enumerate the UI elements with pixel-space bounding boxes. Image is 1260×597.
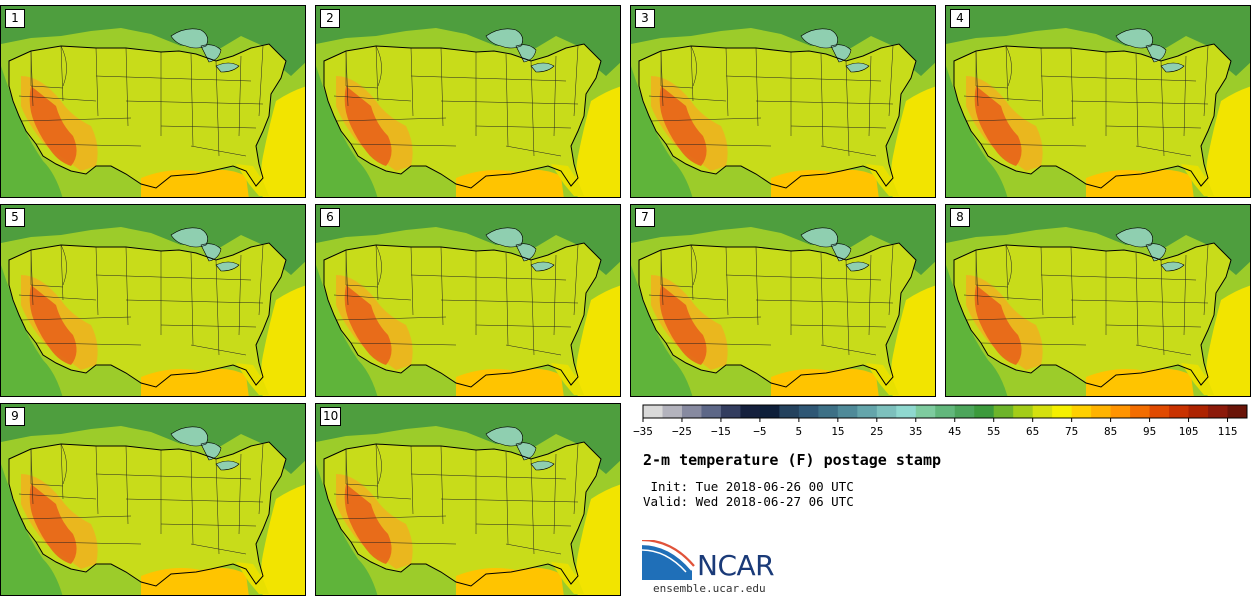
colorbar-swatch [837,405,858,418]
temperature-map [316,6,620,197]
colorbar-swatch [759,405,780,418]
site-url: ensemble.ucar.edu [653,582,766,595]
colorbar-tick-label: −35 [633,425,653,438]
colorbar-swatch [1091,405,1112,418]
colorbar-swatch [662,405,683,418]
colorbar-swatch [1071,405,1092,418]
map-panel: 1 [0,5,306,198]
temperature-map [631,6,935,197]
colorbar-swatch [954,405,975,418]
colorbar-swatch [740,405,761,418]
colorbar-swatch [935,405,956,418]
colorbar-tick-label: 55 [987,425,1000,438]
panel-number-label: 8 [950,208,970,227]
map-panel: 5 [0,204,306,397]
colorbar-tick-label: 85 [1104,425,1117,438]
colorbar-swatch [993,405,1014,418]
map-panel: 2 [315,5,621,198]
temperature-map [1,6,305,197]
colorbar-swatch [974,405,995,418]
map-panel: 7 [630,204,936,397]
colorbar-swatch [1032,405,1053,418]
colorbar-tick-label: 105 [1179,425,1199,438]
colorbar-tick-label: 115 [1218,425,1238,438]
colorbar-swatch [779,405,800,418]
colorbar-swatch [1188,405,1209,418]
map-panel: 6 [315,204,621,397]
colorbar-swatch [681,405,702,418]
colorbar-swatch [643,405,663,418]
temperature-map [631,205,935,396]
colorbar-tick-label: 75 [1065,425,1078,438]
panel-number-label: 4 [950,9,970,28]
colorbar-tick-label: −15 [711,425,731,438]
colorbar-swatch [1013,405,1034,418]
init-time: Init: Tue 2018-06-26 00 UTC [643,479,854,494]
ncar-wordmark: NCAR [697,549,775,582]
colorbar-tick-label: 45 [948,425,961,438]
colorbar-tick-label: 35 [909,425,922,438]
colorbar-tick-label: 5 [796,425,803,438]
colorbar-tick-label: −25 [672,425,692,438]
panel-number-label: 2 [320,9,340,28]
map-panel: 3 [630,5,936,198]
temperature-map [316,404,620,595]
colorbar-swatch [798,405,819,418]
panel-number-label: 3 [635,9,655,28]
valid-time: Valid: Wed 2018-06-27 06 UTC [643,494,854,509]
colorbar-tick-label: 95 [1143,425,1156,438]
map-panel: 4 [945,5,1251,198]
temperature-colorbar: −35 −25 −15 −5 5 15 25 35 45 55 65 75 85 95 105 115 [633,404,1248,438]
colorbar-swatch [1052,405,1073,418]
colorbar-swatch [896,405,917,418]
map-panel: 10 [315,403,621,596]
colorbar-tick-label: 15 [831,425,844,438]
panel-number-label: 7 [635,208,655,227]
colorbar-tick-label: 65 [1026,425,1039,438]
panel-number-label: 6 [320,208,340,227]
map-panel: 9 [0,403,306,596]
colorbar-swatch [1130,405,1151,418]
colorbar-swatch [818,405,839,418]
temperature-map [946,6,1250,197]
ncar-logo [642,540,695,580]
plot-title: 2-m temperature (F) postage stamp [643,451,942,469]
colorbar-swatch [1169,405,1190,418]
panel-number-label: 5 [5,208,25,227]
colorbar-swatch [701,405,722,418]
map-panel: 8 [945,204,1251,397]
colorbar-swatch [915,405,936,418]
temperature-map [1,404,305,595]
temperature-map [946,205,1250,396]
colorbar-swatch [720,405,741,418]
temperature-map [316,205,620,396]
colorbar-swatch [1110,405,1131,418]
panel-number-label: 10 [320,407,342,426]
panel-number-label: 9 [5,407,25,426]
colorbar-swatch [1208,405,1229,418]
colorbar-tick-label: −5 [753,425,766,438]
colorbar-swatch [857,405,878,418]
colorbar-swatch [876,405,897,418]
colorbar-tick-label: 25 [870,425,883,438]
panel-number-label: 1 [5,9,25,28]
colorbar-swatch [1227,405,1248,418]
temperature-map [1,205,305,396]
colorbar-swatch [1149,405,1170,418]
